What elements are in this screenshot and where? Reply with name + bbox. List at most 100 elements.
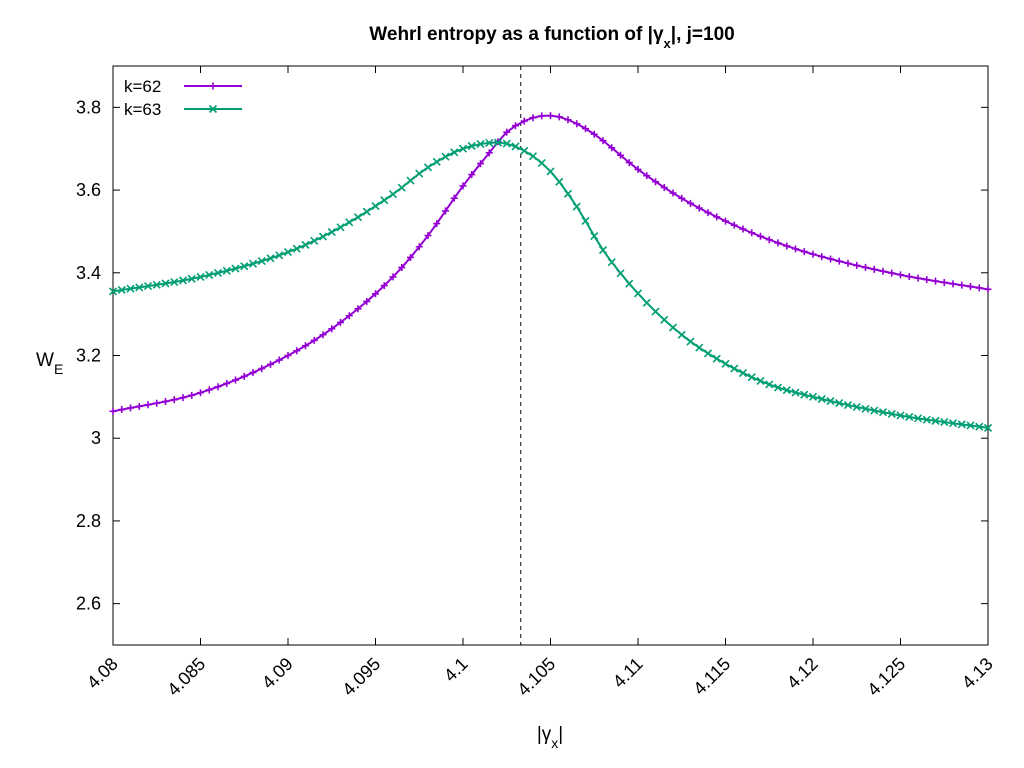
data-point bbox=[913, 414, 923, 423]
data-point bbox=[353, 213, 363, 222]
data-point bbox=[512, 122, 519, 130]
data-point bbox=[582, 125, 589, 133]
data-point bbox=[984, 285, 992, 293]
data-point bbox=[818, 253, 826, 261]
data-point bbox=[126, 284, 135, 293]
data-point bbox=[222, 266, 231, 275]
data-point bbox=[240, 262, 249, 271]
data-point bbox=[983, 423, 993, 432]
data-point bbox=[905, 412, 914, 422]
data-point bbox=[415, 169, 424, 178]
data-point bbox=[143, 282, 153, 291]
data-point bbox=[319, 331, 327, 339]
data-point bbox=[695, 343, 704, 352]
data-point bbox=[949, 280, 957, 288]
data-point bbox=[433, 220, 441, 228]
data-point bbox=[590, 231, 599, 241]
data-point bbox=[966, 421, 975, 430]
data-point bbox=[888, 269, 896, 277]
data-point bbox=[538, 112, 546, 120]
data-point bbox=[528, 152, 538, 161]
data-point bbox=[633, 289, 643, 298]
data-point bbox=[598, 245, 608, 255]
data-point bbox=[713, 213, 721, 221]
data-point bbox=[354, 305, 362, 313]
data-point bbox=[188, 391, 196, 399]
data-point bbox=[800, 248, 808, 256]
data-point bbox=[275, 356, 283, 364]
data-point bbox=[336, 223, 345, 232]
data-point bbox=[441, 152, 450, 161]
data-point bbox=[214, 383, 222, 391]
data-point bbox=[293, 347, 301, 355]
data-point bbox=[170, 396, 178, 404]
data-point bbox=[817, 394, 826, 404]
plot-area-frame bbox=[112, 65, 989, 646]
x-tick-label: 4.08 bbox=[83, 654, 122, 693]
data-point bbox=[108, 287, 118, 296]
series-k=62 bbox=[109, 112, 992, 415]
data-point bbox=[161, 279, 170, 288]
data-point bbox=[843, 400, 853, 410]
data-point bbox=[127, 404, 134, 412]
data-point bbox=[284, 352, 292, 359]
data-point bbox=[109, 407, 117, 415]
series-k=63 bbox=[108, 138, 993, 432]
data-point bbox=[573, 120, 581, 128]
data-point bbox=[205, 386, 213, 394]
series-layer bbox=[108, 112, 993, 432]
data-point bbox=[520, 146, 529, 155]
data-point bbox=[249, 369, 257, 377]
x-tick-label: 4.12 bbox=[783, 654, 822, 693]
data-point bbox=[398, 264, 406, 272]
data-point bbox=[258, 365, 266, 373]
data-point bbox=[756, 376, 765, 386]
data-point bbox=[503, 128, 511, 136]
data-point bbox=[572, 202, 581, 211]
data-point bbox=[327, 227, 336, 237]
legend-label: k=63 bbox=[124, 100, 161, 119]
data-point bbox=[144, 401, 152, 409]
data-point bbox=[897, 271, 904, 279]
data-point bbox=[879, 267, 887, 275]
data-point bbox=[800, 390, 809, 399]
data-point bbox=[643, 172, 651, 180]
data-point bbox=[616, 269, 625, 278]
data-point bbox=[730, 221, 738, 229]
data-point bbox=[765, 236, 773, 244]
data-point bbox=[948, 419, 958, 428]
data-point bbox=[197, 389, 204, 397]
data-point bbox=[827, 255, 834, 263]
data-point bbox=[153, 399, 161, 407]
data-point bbox=[695, 204, 703, 212]
data-point bbox=[678, 194, 686, 202]
data-point bbox=[267, 360, 274, 368]
data-point bbox=[345, 218, 354, 227]
data-point bbox=[485, 138, 494, 147]
data-point bbox=[318, 232, 328, 241]
data-point bbox=[853, 261, 861, 269]
data-point bbox=[835, 399, 844, 408]
data-point bbox=[599, 137, 607, 145]
data-point bbox=[520, 117, 528, 125]
data-point bbox=[407, 253, 414, 261]
data-point bbox=[476, 139, 485, 149]
data-point bbox=[747, 373, 756, 382]
data-point bbox=[660, 184, 668, 192]
data-point bbox=[555, 177, 564, 186]
data-point bbox=[467, 141, 476, 151]
data-point bbox=[660, 315, 669, 324]
data-point bbox=[975, 422, 984, 431]
legend-marker bbox=[209, 82, 217, 90]
data-point bbox=[179, 394, 187, 402]
series-line bbox=[112, 141, 989, 429]
data-point bbox=[932, 277, 939, 285]
data-point bbox=[677, 330, 686, 339]
data-point bbox=[563, 189, 573, 198]
data-point bbox=[450, 148, 459, 157]
data-point bbox=[345, 312, 353, 320]
data-point bbox=[337, 318, 344, 326]
data-point bbox=[310, 236, 319, 245]
data-point bbox=[957, 420, 966, 429]
